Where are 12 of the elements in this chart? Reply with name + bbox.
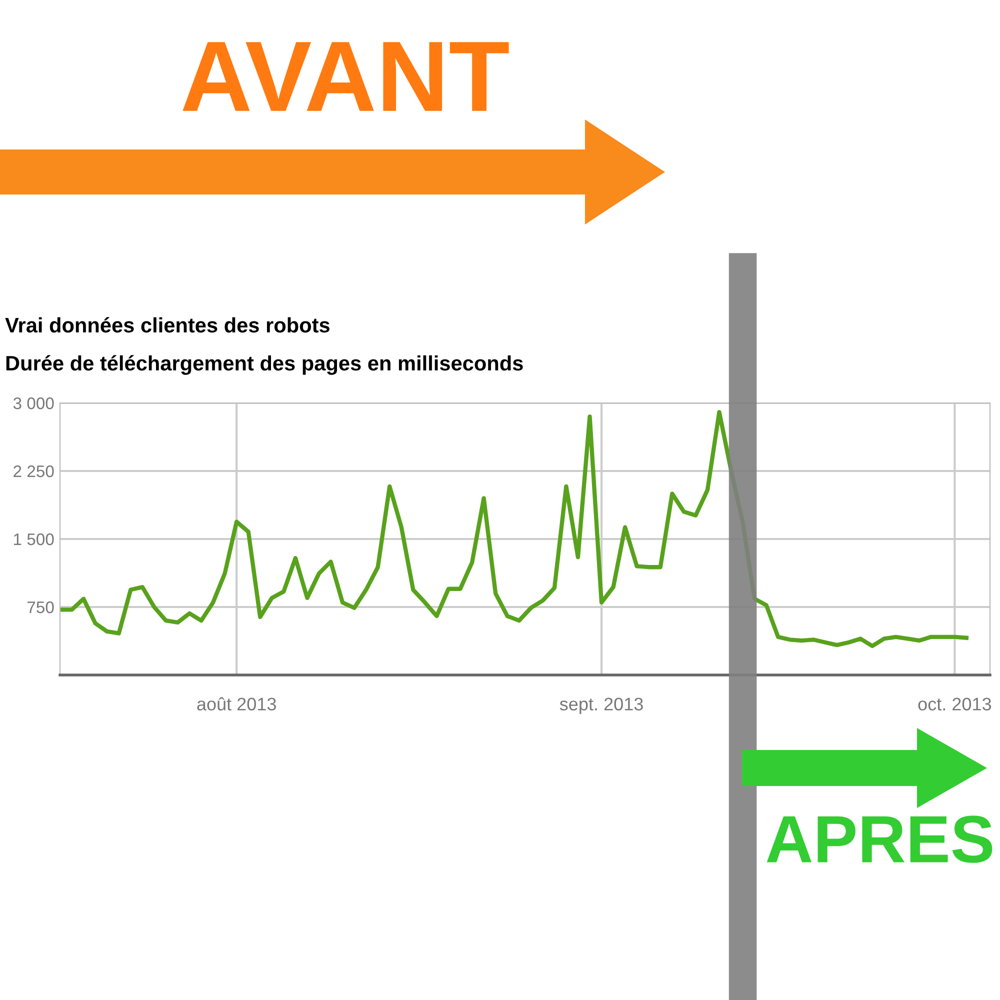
y-tick-label: 2 250 (14, 465, 54, 478)
chart-title: Vrai données clientes des robots (5, 317, 330, 333)
x-tick-label: oct. 2013 (918, 698, 992, 710)
x-tick-label: sept. 2013 (560, 698, 643, 714)
x-tick-label: août 2013 (197, 697, 276, 710)
y-tick-label: 750 (27, 601, 54, 614)
text: APRES (766, 816, 992, 863)
chart-subtitle: Durée de téléchargement des pages en milliseconds (6, 355, 523, 375)
y-tick-label: 1 500 (14, 533, 54, 546)
line-series (60, 410, 969, 648)
text: AVANT (182, 42, 509, 111)
y-tick-label: 3 000 (13, 397, 54, 410)
